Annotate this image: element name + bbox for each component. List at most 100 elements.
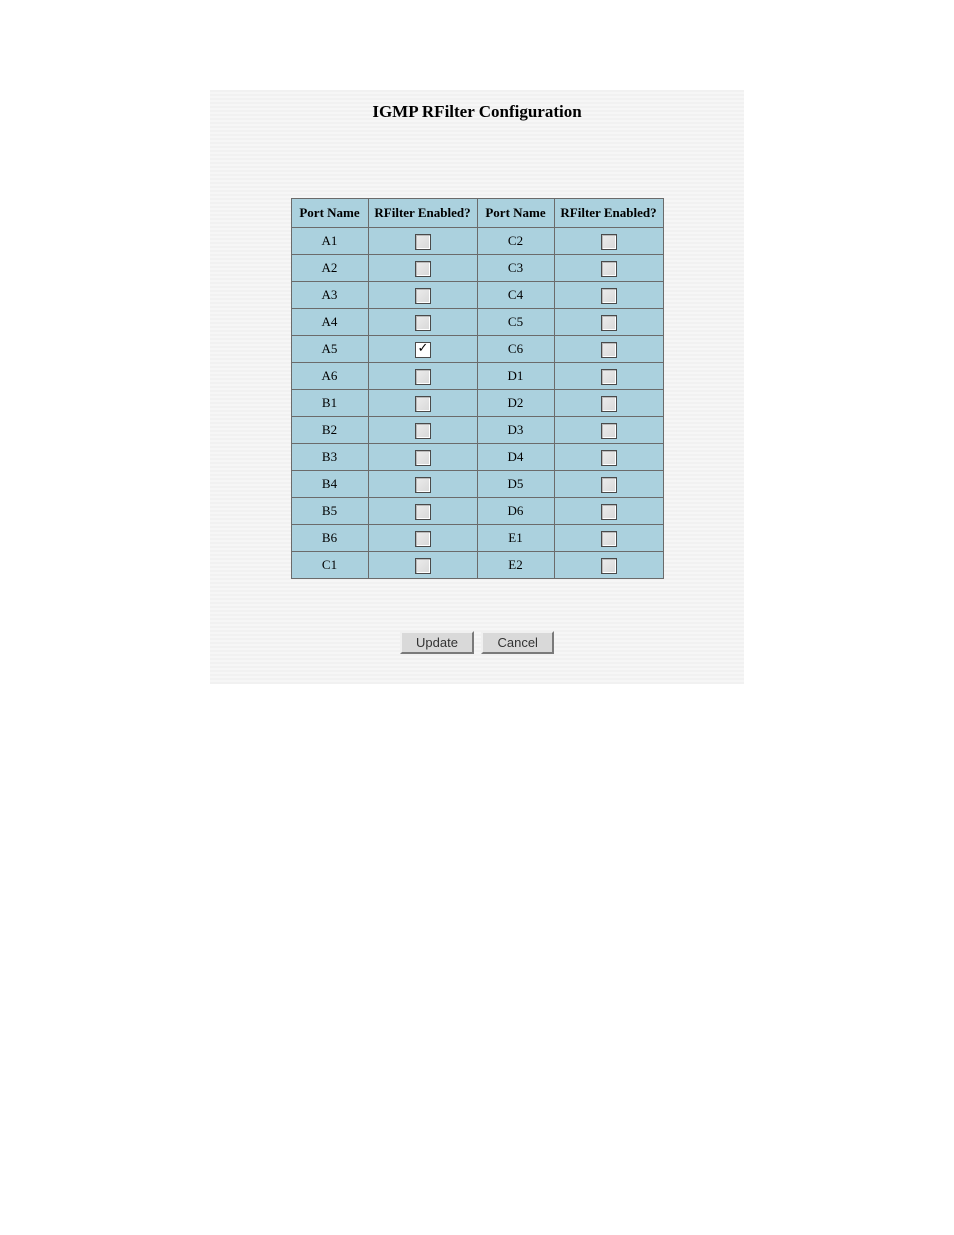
rfilter-checkbox[interactable]: ✓ — [601, 504, 617, 520]
table-row: A5 ✓ C6 ✓ — [291, 336, 663, 363]
table-row: B4 ✓ D5 ✓ — [291, 471, 663, 498]
port-name-cell: D6 — [477, 498, 554, 525]
rfilter-cell: ✓ — [368, 525, 477, 552]
rfilter-checkbox[interactable]: ✓ — [601, 369, 617, 385]
rfilter-cell: ✓ — [368, 228, 477, 255]
table-row: A3✓C4✓ — [291, 282, 663, 309]
table-row: A2 ✓ C3 ✓ — [291, 255, 663, 282]
port-name-cell: D4 — [477, 444, 554, 471]
rfilter-checkbox[interactable]: ✓ — [601, 450, 617, 466]
rfilter-cell: ✓ — [554, 282, 663, 309]
rfilter-checkbox[interactable]: ✓ — [601, 477, 617, 493]
rfilter-checkbox[interactable]: ✓ — [601, 396, 617, 412]
port-name-cell: C6 — [477, 336, 554, 363]
table-row: B5 ✓ D6 ✓ — [291, 498, 663, 525]
port-name-cell: B6 — [291, 525, 368, 552]
port-name-cell: C1 — [291, 552, 368, 579]
rfilter-checkbox[interactable]: ✓ — [415, 342, 431, 358]
rfilter-cell: ✓ — [368, 363, 477, 390]
port-name-cell: B4 — [291, 471, 368, 498]
rfilter-cell: ✓ — [368, 552, 477, 579]
rfilter-checkbox[interactable]: ✓ — [601, 342, 617, 358]
port-name-cell: C4 — [477, 282, 554, 309]
port-name-cell: D3 — [477, 417, 554, 444]
table-row: A1 ✓ C2 ✓ — [291, 228, 663, 255]
rfilter-checkbox[interactable]: ✓ — [601, 288, 617, 304]
table-row: B1 ✓ D2 ✓ — [291, 390, 663, 417]
port-name-cell: D1 — [477, 363, 554, 390]
port-name-cell: B2 — [291, 417, 368, 444]
rfilter-cell: ✓ — [554, 498, 663, 525]
rfilter-cell: ✓ — [368, 309, 477, 336]
table-header-row: Port Name RFilter Enabled? Port Name RFi… — [291, 199, 663, 228]
rfilter-cell: ✓ — [554, 309, 663, 336]
rfilter-checkbox[interactable]: ✓ — [601, 315, 617, 331]
config-panel: IGMP RFilter Configuration Port Name RFi… — [210, 90, 744, 684]
rfilter-cell: ✓ — [368, 390, 477, 417]
port-name-cell: A2 — [291, 255, 368, 282]
rfilter-cell: ✓ — [554, 471, 663, 498]
rfilter-checkbox[interactable]: ✓ — [415, 504, 431, 520]
port-name-cell: A6 — [291, 363, 368, 390]
rfilter-checkbox[interactable]: ✓ — [415, 558, 431, 574]
port-name-cell: A4 — [291, 309, 368, 336]
col-port-name-right: Port Name — [477, 199, 554, 228]
rfilter-cell: ✓ — [554, 417, 663, 444]
rfilter-checkbox[interactable]: ✓ — [415, 450, 431, 466]
rfilter-table: Port Name RFilter Enabled? Port Name RFi… — [291, 198, 664, 579]
rfilter-checkbox[interactable]: ✓ — [601, 234, 617, 250]
port-name-cell: E1 — [477, 525, 554, 552]
port-name-cell: A5 — [291, 336, 368, 363]
table-row: B6 ✓ E1 ✓ — [291, 525, 663, 552]
rfilter-checkbox[interactable]: ✓ — [415, 396, 431, 412]
port-name-cell: E2 — [477, 552, 554, 579]
rfilter-cell: ✓ — [368, 417, 477, 444]
rfilter-cell: ✓ — [368, 255, 477, 282]
update-button[interactable]: Update — [400, 631, 474, 654]
rfilter-checkbox[interactable]: ✓ — [601, 531, 617, 547]
port-name-cell: D2 — [477, 390, 554, 417]
rfilter-cell: ✓ — [368, 336, 477, 363]
rfilter-cell: ✓ — [554, 336, 663, 363]
rfilter-cell: ✓ — [554, 255, 663, 282]
col-port-name-left: Port Name — [291, 199, 368, 228]
rfilter-cell: ✓ — [368, 471, 477, 498]
rfilter-cell: ✓ — [554, 390, 663, 417]
page-title: IGMP RFilter Configuration — [210, 90, 744, 198]
button-row: Update Cancel — [210, 631, 744, 654]
rfilter-checkbox[interactable]: ✓ — [601, 558, 617, 574]
rfilter-checkbox[interactable]: ✓ — [415, 369, 431, 385]
port-name-cell: D5 — [477, 471, 554, 498]
port-name-cell: C5 — [477, 309, 554, 336]
rfilter-checkbox[interactable]: ✓ — [415, 288, 431, 304]
cancel-button[interactable]: Cancel — [481, 631, 553, 654]
port-name-cell: A1 — [291, 228, 368, 255]
table-row: A6 ✓ D1 ✓ — [291, 363, 663, 390]
port-name-cell: C3 — [477, 255, 554, 282]
check-icon: ✓ — [418, 341, 429, 355]
rfilter-cell: ✓ — [554, 228, 663, 255]
rfilter-cell: ✓ — [368, 444, 477, 471]
port-name-cell: C2 — [477, 228, 554, 255]
table-row: A4 ✓ C5 ✓ — [291, 309, 663, 336]
rfilter-checkbox[interactable]: ✓ — [601, 423, 617, 439]
rfilter-checkbox[interactable]: ✓ — [415, 423, 431, 439]
rfilter-cell: ✓ — [554, 552, 663, 579]
rfilter-cell: ✓ — [554, 525, 663, 552]
rfilter-cell: ✓ — [554, 363, 663, 390]
rfilter-checkbox[interactable]: ✓ — [415, 477, 431, 493]
rfilter-checkbox[interactable]: ✓ — [415, 234, 431, 250]
port-name-cell: B3 — [291, 444, 368, 471]
port-name-cell: B5 — [291, 498, 368, 525]
rfilter-checkbox[interactable]: ✓ — [415, 531, 431, 547]
table-row: B3 ✓ D4 ✓ — [291, 444, 663, 471]
rfilter-cell: ✓ — [368, 498, 477, 525]
rfilter-checkbox[interactable]: ✓ — [601, 261, 617, 277]
port-name-cell: B1 — [291, 390, 368, 417]
rfilter-checkbox[interactable]: ✓ — [415, 315, 431, 331]
rfilter-checkbox[interactable]: ✓ — [415, 261, 431, 277]
rfilter-cell: ✓ — [368, 282, 477, 309]
table-row: C1 ✓ E2 ✓ — [291, 552, 663, 579]
col-rfilter-left: RFilter Enabled? — [368, 199, 477, 228]
rfilter-cell: ✓ — [554, 444, 663, 471]
